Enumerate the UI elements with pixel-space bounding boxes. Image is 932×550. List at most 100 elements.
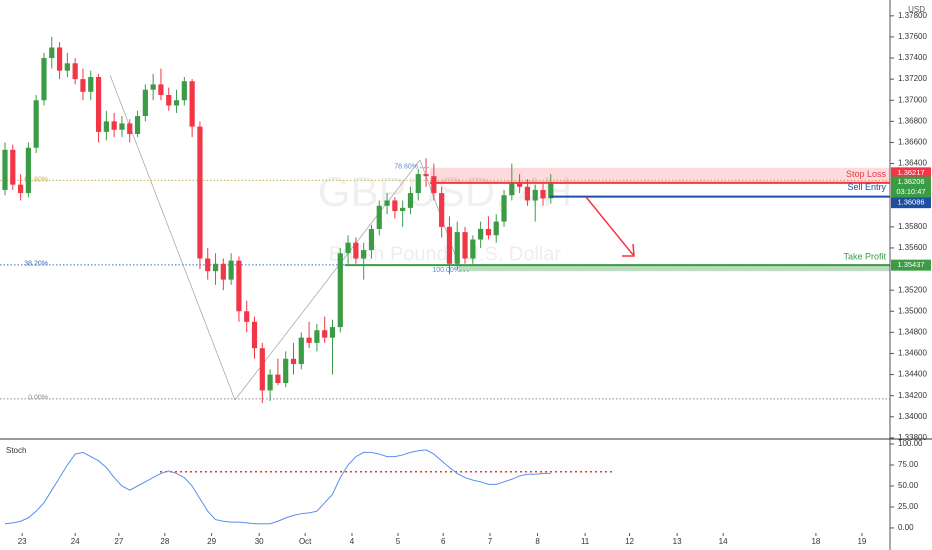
candle-body (337, 253, 343, 328)
y-tick-label: 1.35600 (898, 243, 927, 252)
candle-body (275, 374, 281, 384)
y-tick-label: 1.35000 (898, 306, 927, 315)
candle-body (25, 147, 31, 194)
price-box (891, 259, 931, 271)
candle-body (244, 311, 250, 322)
candle-body (17, 184, 24, 194)
level-name: Stop Loss (846, 169, 887, 179)
candle-body (290, 358, 297, 365)
candle-body (446, 226, 453, 264)
x-tick-label: 24 (71, 537, 80, 546)
currency-label: USD (908, 5, 925, 14)
candle-body (314, 330, 320, 343)
x-tick-label: 13 (673, 537, 682, 546)
x-tick-label: 27 (114, 537, 123, 546)
candle-body (166, 94, 172, 106)
candle-body (517, 182, 523, 187)
candle-body (322, 330, 328, 338)
arrow-head (622, 243, 635, 257)
x-tick-label: 14 (719, 537, 728, 546)
x-tick-label: 11 (581, 537, 590, 546)
candle-body (353, 242, 359, 259)
candle-body (454, 232, 460, 264)
stoch-line (4, 449, 551, 525)
y-tick-label: 1.34600 (898, 349, 927, 358)
level-name: Sell Entry (847, 182, 886, 192)
x-tick-label: 18 (811, 537, 820, 546)
candle-body (283, 358, 289, 384)
candle-body (189, 81, 195, 127)
x-tick-label: 6 (441, 537, 446, 546)
candle-body (197, 126, 203, 259)
current-price-label: 1.36206 (897, 177, 924, 186)
candle-body (259, 348, 265, 391)
y-tick-label: 1.34000 (898, 412, 927, 421)
current-price-box (891, 176, 931, 198)
y-tick-label: 1.36400 (898, 159, 927, 168)
candle-body (368, 228, 375, 251)
y-tick-label: 25.00 (898, 502, 919, 511)
level-zone (460, 265, 890, 272)
fib-label: 0.00% (28, 395, 48, 402)
candle-body (400, 207, 406, 212)
candle-body (345, 242, 351, 254)
y-tick-label: 100.00 (898, 439, 923, 448)
candle-body (384, 200, 390, 206)
fib-label: 100.00% (432, 267, 460, 274)
candle-body (439, 193, 445, 227)
candle-body (103, 121, 109, 132)
candle-body (478, 228, 484, 240)
price-box-label: 1.36086 (897, 198, 924, 207)
y-tick-label: 0.00 (898, 523, 914, 532)
candle-body (462, 232, 468, 259)
candle-body (212, 263, 219, 272)
y-tick-label: 1.36600 (898, 138, 927, 147)
x-tick-label: 30 (255, 537, 264, 546)
y-tick-label: 1.37400 (898, 53, 927, 62)
candle-body (72, 63, 78, 80)
candle-body (181, 81, 187, 101)
x-tick-label: Oct (299, 537, 312, 546)
x-tick-label: 5 (396, 537, 401, 546)
price-box-label: 1.35437 (897, 260, 924, 269)
candle-body (220, 263, 226, 280)
x-tick-label: 7 (488, 537, 493, 546)
candle-body (540, 189, 546, 199)
candle-body (548, 183, 554, 199)
candle-body (111, 121, 117, 130)
candle-body (423, 174, 429, 177)
y-tick-label: 1.36800 (898, 116, 927, 125)
candle-body (415, 174, 421, 194)
candle-body (532, 189, 538, 201)
candle-body (470, 239, 476, 259)
candle-body (509, 182, 515, 196)
candle-body (2, 149, 8, 190)
sell-arrow (585, 196, 635, 257)
candle-body (267, 374, 273, 391)
price-box (891, 167, 931, 179)
y-tick-label: 1.34400 (898, 370, 927, 379)
candle-body (64, 63, 70, 71)
candle-body (236, 260, 242, 312)
y-tick-label: 1.37600 (898, 32, 927, 41)
candle-body (431, 176, 437, 194)
level-name: Take Profit (843, 252, 886, 262)
x-tick-label: 19 (857, 537, 866, 546)
candle-body (41, 58, 47, 101)
x-tick-label: 29 (207, 537, 216, 546)
x-tick-label: 4 (350, 537, 355, 546)
candle-body (10, 149, 16, 185)
y-tick-label: 1.37000 (898, 95, 927, 104)
y-tick-label: 1.35200 (898, 285, 927, 294)
candle-body (134, 116, 141, 135)
y-tick-label: 1.37800 (898, 11, 927, 20)
candle-body (205, 258, 211, 272)
x-tick-label: 12 (625, 537, 634, 546)
candle-body (329, 327, 336, 338)
candle-body (493, 221, 499, 236)
fib-label: 78.60% (394, 164, 418, 171)
fib-label: 61.80% (24, 176, 48, 183)
